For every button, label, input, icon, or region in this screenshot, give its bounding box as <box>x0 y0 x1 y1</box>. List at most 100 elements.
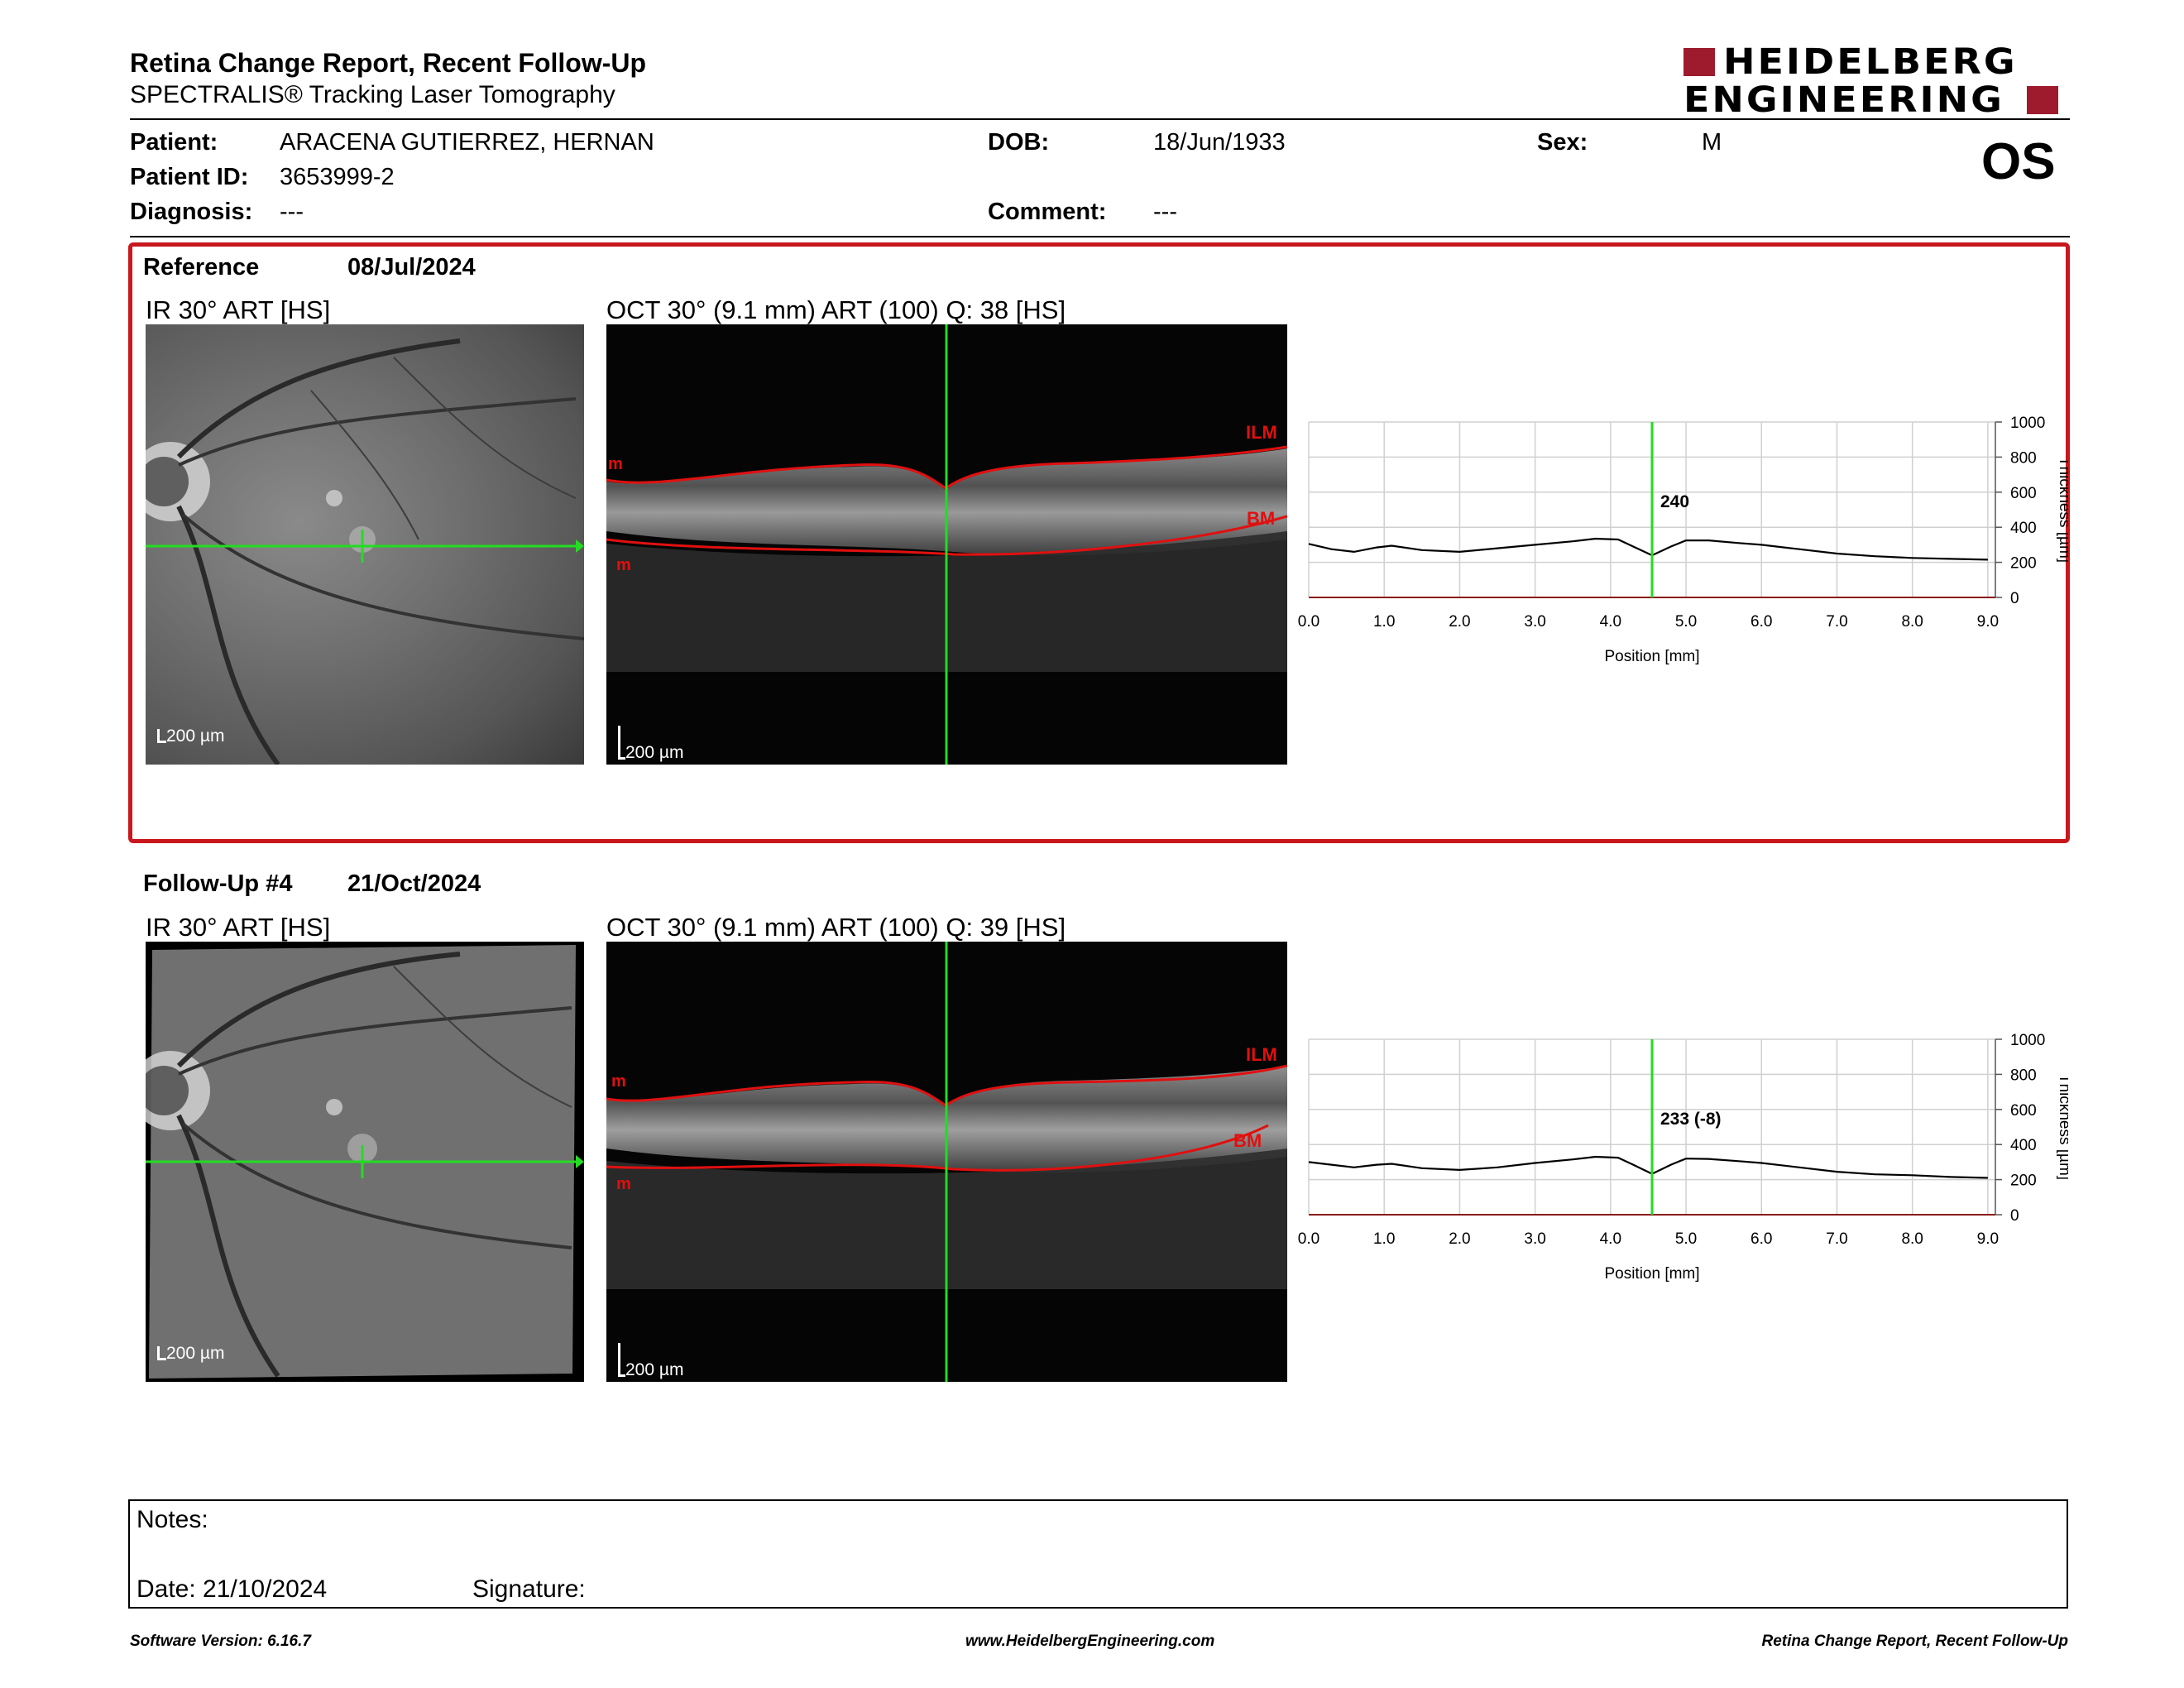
followup-chart-y-axis-label: Thickness [µm] <box>2056 1074 2068 1180</box>
followup-chart-x-tick-label-7: 7.0 <box>1826 1230 1847 1248</box>
followup-chart-x-tick-label-5: 5.0 <box>1675 1230 1697 1248</box>
reference-chart-y-tick-label-1: 200 <box>2010 555 2037 573</box>
footer-report-name: Retina Change Report, Recent Follow-Up <box>1761 1633 2068 1650</box>
reference-m-top-label: m <box>608 455 623 473</box>
reference-chart-x-axis-label: Position [mm] <box>1604 648 1699 665</box>
followup-oct-scale-label: 200 µm <box>625 1360 684 1379</box>
reference-date: 08/Jul/2024 <box>347 254 476 281</box>
report-subtitle: SPECTRALIS® Tracking Laser Tomography <box>130 81 615 108</box>
followup-chart-y-tick-label-0: 0 <box>2010 1207 2019 1225</box>
followup-oct-scale-bar: 200 µm <box>618 1343 683 1380</box>
reference-chart-x-tick-label-3: 3.0 <box>1524 613 1545 631</box>
sex-label: Sex: <box>1537 129 1588 156</box>
followup-ir-fundus-image[interactable]: 200 µm <box>146 942 584 1382</box>
followup-ir-caption: IR 30° ART [HS] <box>146 913 331 942</box>
reference-oct-bscan-image[interactable]: ILM BM m m 200 µm <box>606 324 1287 765</box>
reference-chart-x-tick-label-5: 5.0 <box>1675 613 1697 631</box>
reference-ir-fundus-image[interactable]: 200 µm <box>146 324 584 765</box>
reference-chart-x-tick-label-0: 0.0 <box>1298 613 1320 631</box>
diagnosis-label: Diagnosis: <box>130 199 253 225</box>
reference-chart-y-axis-label: Thickness [µm] <box>2056 457 2068 563</box>
scale-bar-icon <box>157 729 166 743</box>
followup-oct-layers <box>606 942 1287 1382</box>
reference-chart-x-tick-label-2: 2.0 <box>1449 613 1470 631</box>
reference-chart-x-tick-label-8: 8.0 <box>1901 613 1923 631</box>
scale-bar-icon <box>157 1346 166 1360</box>
reference-chart-x-tick-label-7: 7.0 <box>1826 613 1847 631</box>
followup-oct-bscan-image[interactable]: ILM BM m m 200 µm <box>606 942 1287 1382</box>
followup-ir-scale-label: 200 µm <box>166 1344 225 1363</box>
reference-label: Reference <box>143 254 260 281</box>
sex-value: M <box>1702 129 1722 156</box>
followup-chart-x-tick-label-0: 0.0 <box>1298 1230 1320 1248</box>
followup-chart-y-tick-label-1: 200 <box>2010 1172 2037 1190</box>
reference-chart-x-tick-label-9: 9.0 <box>1977 613 1999 631</box>
eye-indicator: OS <box>1981 133 2056 190</box>
followup-m-bottom-label: m <box>616 1175 631 1193</box>
reference-bm-label: BM <box>1247 508 1276 529</box>
logo-bar-top <box>1684 48 1715 76</box>
dob-label: DOB: <box>988 129 1050 156</box>
reference-thickness-chart: 0 200 400 600 800 1000 0.0 1.0 2.0 3.0 4.0 5.0 6.0 7.… <box>1298 415 2068 665</box>
reference-fundus-vessels <box>146 338 584 765</box>
notes-box[interactable]: Notes: Date: 21/10/2024 Signature: <box>128 1499 2068 1609</box>
reference-section-frame <box>128 242 2070 843</box>
notes-label: Notes: <box>136 1506 208 1533</box>
comment-label: Comment: <box>988 199 1107 225</box>
diagnosis-value: --- <box>280 199 304 225</box>
scale-bar-icon <box>618 726 625 760</box>
reference-chart-series-line-0 <box>1308 537 1988 561</box>
followup-chart-x-tick-label-3: 3.0 <box>1524 1230 1545 1248</box>
patient-label: Patient: <box>130 129 218 156</box>
reference-chart-y-tick-label-4: 800 <box>2010 449 2037 467</box>
scale-bar-icon <box>618 1343 625 1377</box>
reference-chart-x-tick-label-4: 4.0 <box>1600 613 1621 631</box>
reference-chart-y-tick-label-3: 600 <box>2010 485 2037 502</box>
followup-chart-x-tick-label-4: 4.0 <box>1600 1230 1621 1248</box>
followup-chart-x-tick-label-8: 8.0 <box>1901 1230 1923 1248</box>
followup-m-top-label: m <box>611 1072 626 1091</box>
followup-ilm-label: ILM <box>1246 1044 1277 1065</box>
followup-chart-y-tick-label-5: 1000 <box>2010 1032 2045 1049</box>
patient-divider <box>130 236 2070 237</box>
reference-oct-caption: OCT 30° (9.1 mm) ART (100) Q: 38 [HS] <box>606 295 1066 324</box>
reference-oct-layers <box>606 324 1287 765</box>
patient-id-label: Patient ID: <box>130 164 249 190</box>
logo-line-1: HEIDELBERG <box>1723 41 2018 83</box>
header-divider <box>130 118 2070 120</box>
reference-m-bottom-label: m <box>616 556 631 574</box>
reference-chart-marker-label: 240 <box>1660 492 1689 511</box>
reference-ir-scale-bar: 200 µm <box>157 727 224 746</box>
followup-chart-x-tick-label-1: 1.0 <box>1373 1230 1395 1248</box>
footer-website[interactable]: www.HeidelbergEngineering.com <box>965 1633 1215 1650</box>
reference-ilm-label: ILM <box>1246 422 1277 443</box>
reference-chart-x-tick-label-6: 6.0 <box>1751 613 1772 631</box>
reference-chart-y-tick-label-2: 400 <box>2010 520 2037 537</box>
patient-name: ARACENA GUTIERREZ, HERNAN <box>280 129 654 156</box>
followup-date: 21/Oct/2024 <box>347 870 481 897</box>
dob-value: 18/Jun/1933 <box>1153 129 1286 156</box>
logo-line-2: ENGINEERING <box>1684 79 2004 121</box>
report-title: Retina Change Report, Recent Follow-Up <box>130 48 647 78</box>
followup-bm-label: BM <box>1233 1130 1262 1151</box>
followup-chart-x-tick-label-6: 6.0 <box>1751 1230 1772 1248</box>
followup-oct-caption: OCT 30° (9.1 mm) ART (100) Q: 39 [HS] <box>606 913 1066 942</box>
followup-chart-x-tick-label-2: 2.0 <box>1449 1230 1470 1248</box>
reference-chart-y-tick-label-5: 1000 <box>2010 415 2045 432</box>
followup-chart-series-line-0 <box>1308 1155 1988 1179</box>
followup-ir-scale-bar: 200 µm <box>157 1344 224 1364</box>
followup-chart-y-tick-label-4: 800 <box>2010 1067 2037 1084</box>
signature-label: Signature: <box>472 1575 586 1603</box>
reference-oct-scale-label: 200 µm <box>625 743 684 762</box>
followup-chart-x-axis-label: Position [mm] <box>1604 1265 1699 1283</box>
followup-chart-marker-label: 233 (-8) <box>1660 1110 1722 1129</box>
followup-fundus-vessels <box>146 942 584 1382</box>
logo-bar-bottom <box>2027 86 2058 114</box>
footer-software-version: Software Version: 6.16.7 <box>130 1633 311 1650</box>
followup-chart-x-tick-label-9: 9.0 <box>1977 1230 1999 1248</box>
followup-chart-y-tick-label-3: 600 <box>2010 1102 2037 1120</box>
reference-chart-x-tick-label-1: 1.0 <box>1373 613 1395 631</box>
reference-ir-caption: IR 30° ART [HS] <box>146 295 331 324</box>
reference-oct-scale-bar: 200 µm <box>618 726 683 763</box>
reference-ir-scale-label: 200 µm <box>166 727 225 746</box>
